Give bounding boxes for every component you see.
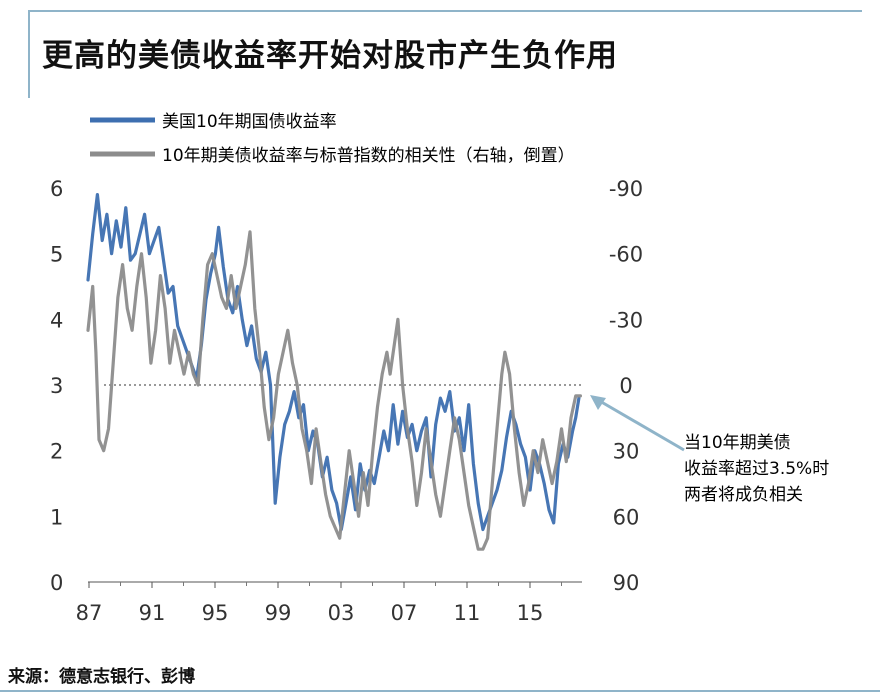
- right-tick-label: 30: [613, 440, 640, 464]
- annotation-line-1: 当10年期美债: [684, 433, 791, 453]
- x-axis: 87 91 95 99 03 07 11 15: [76, 581, 582, 625]
- frame-left-border: [28, 10, 30, 98]
- annotation-line-2: 收益率超过3.5%时: [684, 459, 829, 479]
- x-tick-label: 07: [391, 601, 418, 625]
- series-line-correlation: [86, 230, 582, 551]
- right-tick-label: 0: [619, 374, 632, 398]
- series-line-yield: [86, 193, 581, 532]
- legend-label-correlation: 10年期美债收益率与标普指数的相关性（右轴，倒置）: [162, 146, 575, 166]
- frame-top-border: [28, 10, 862, 12]
- chart-title: 更高的美债收益率开始对股市产生负作用: [42, 38, 618, 74]
- annotation: 当10年期美债 收益率超过3.5%时 两者将成负相关: [590, 395, 829, 505]
- annotation-line-3: 两者将成负相关: [684, 485, 803, 505]
- x-tick-label: 15: [517, 601, 544, 625]
- left-tick-label: 3: [50, 374, 63, 398]
- bottom-rule: [0, 690, 880, 692]
- left-axis: 6 5 4 3 2 1 0: [50, 177, 63, 595]
- right-axis: -90 -60 -30 0 30 60 90: [609, 177, 643, 595]
- x-tick-label: 87: [76, 601, 103, 625]
- annotation-arrow-head: [590, 395, 606, 410]
- legend: 美国10年期国债收益率 10年期美债收益率与标普指数的相关性（右轴，倒置）: [90, 112, 575, 166]
- right-tick-label: 60: [613, 505, 640, 529]
- x-tick-label: 91: [139, 601, 166, 625]
- left-tick-label: 5: [50, 243, 63, 267]
- left-tick-label: 2: [50, 440, 63, 464]
- right-tick-label: 90: [613, 571, 640, 595]
- x-tick-label: 99: [265, 601, 292, 625]
- source-note: 来源：德意志银行、彭博: [8, 667, 195, 687]
- left-tick-label: 1: [50, 505, 63, 529]
- x-tick-label: 03: [328, 601, 355, 625]
- right-tick-label: -90: [609, 177, 643, 201]
- right-tick-label: -60: [609, 243, 643, 267]
- legend-label-yield: 美国10年期国债收益率: [162, 112, 337, 132]
- x-tick-label: 95: [202, 601, 229, 625]
- left-tick-label: 6: [50, 177, 63, 201]
- x-tick-label: 11: [454, 601, 481, 625]
- left-tick-label: 4: [50, 308, 63, 332]
- right-tick-label: -30: [609, 308, 643, 332]
- series-layer: [86, 193, 582, 551]
- chart-area: 6 5 4 3 2 1 0 -90 -60 -30 0 30 60 90 87 91 95 99 03 07 11 1…: [50, 112, 829, 625]
- annotation-arrow: [597, 398, 685, 452]
- left-tick-label: 0: [50, 571, 63, 595]
